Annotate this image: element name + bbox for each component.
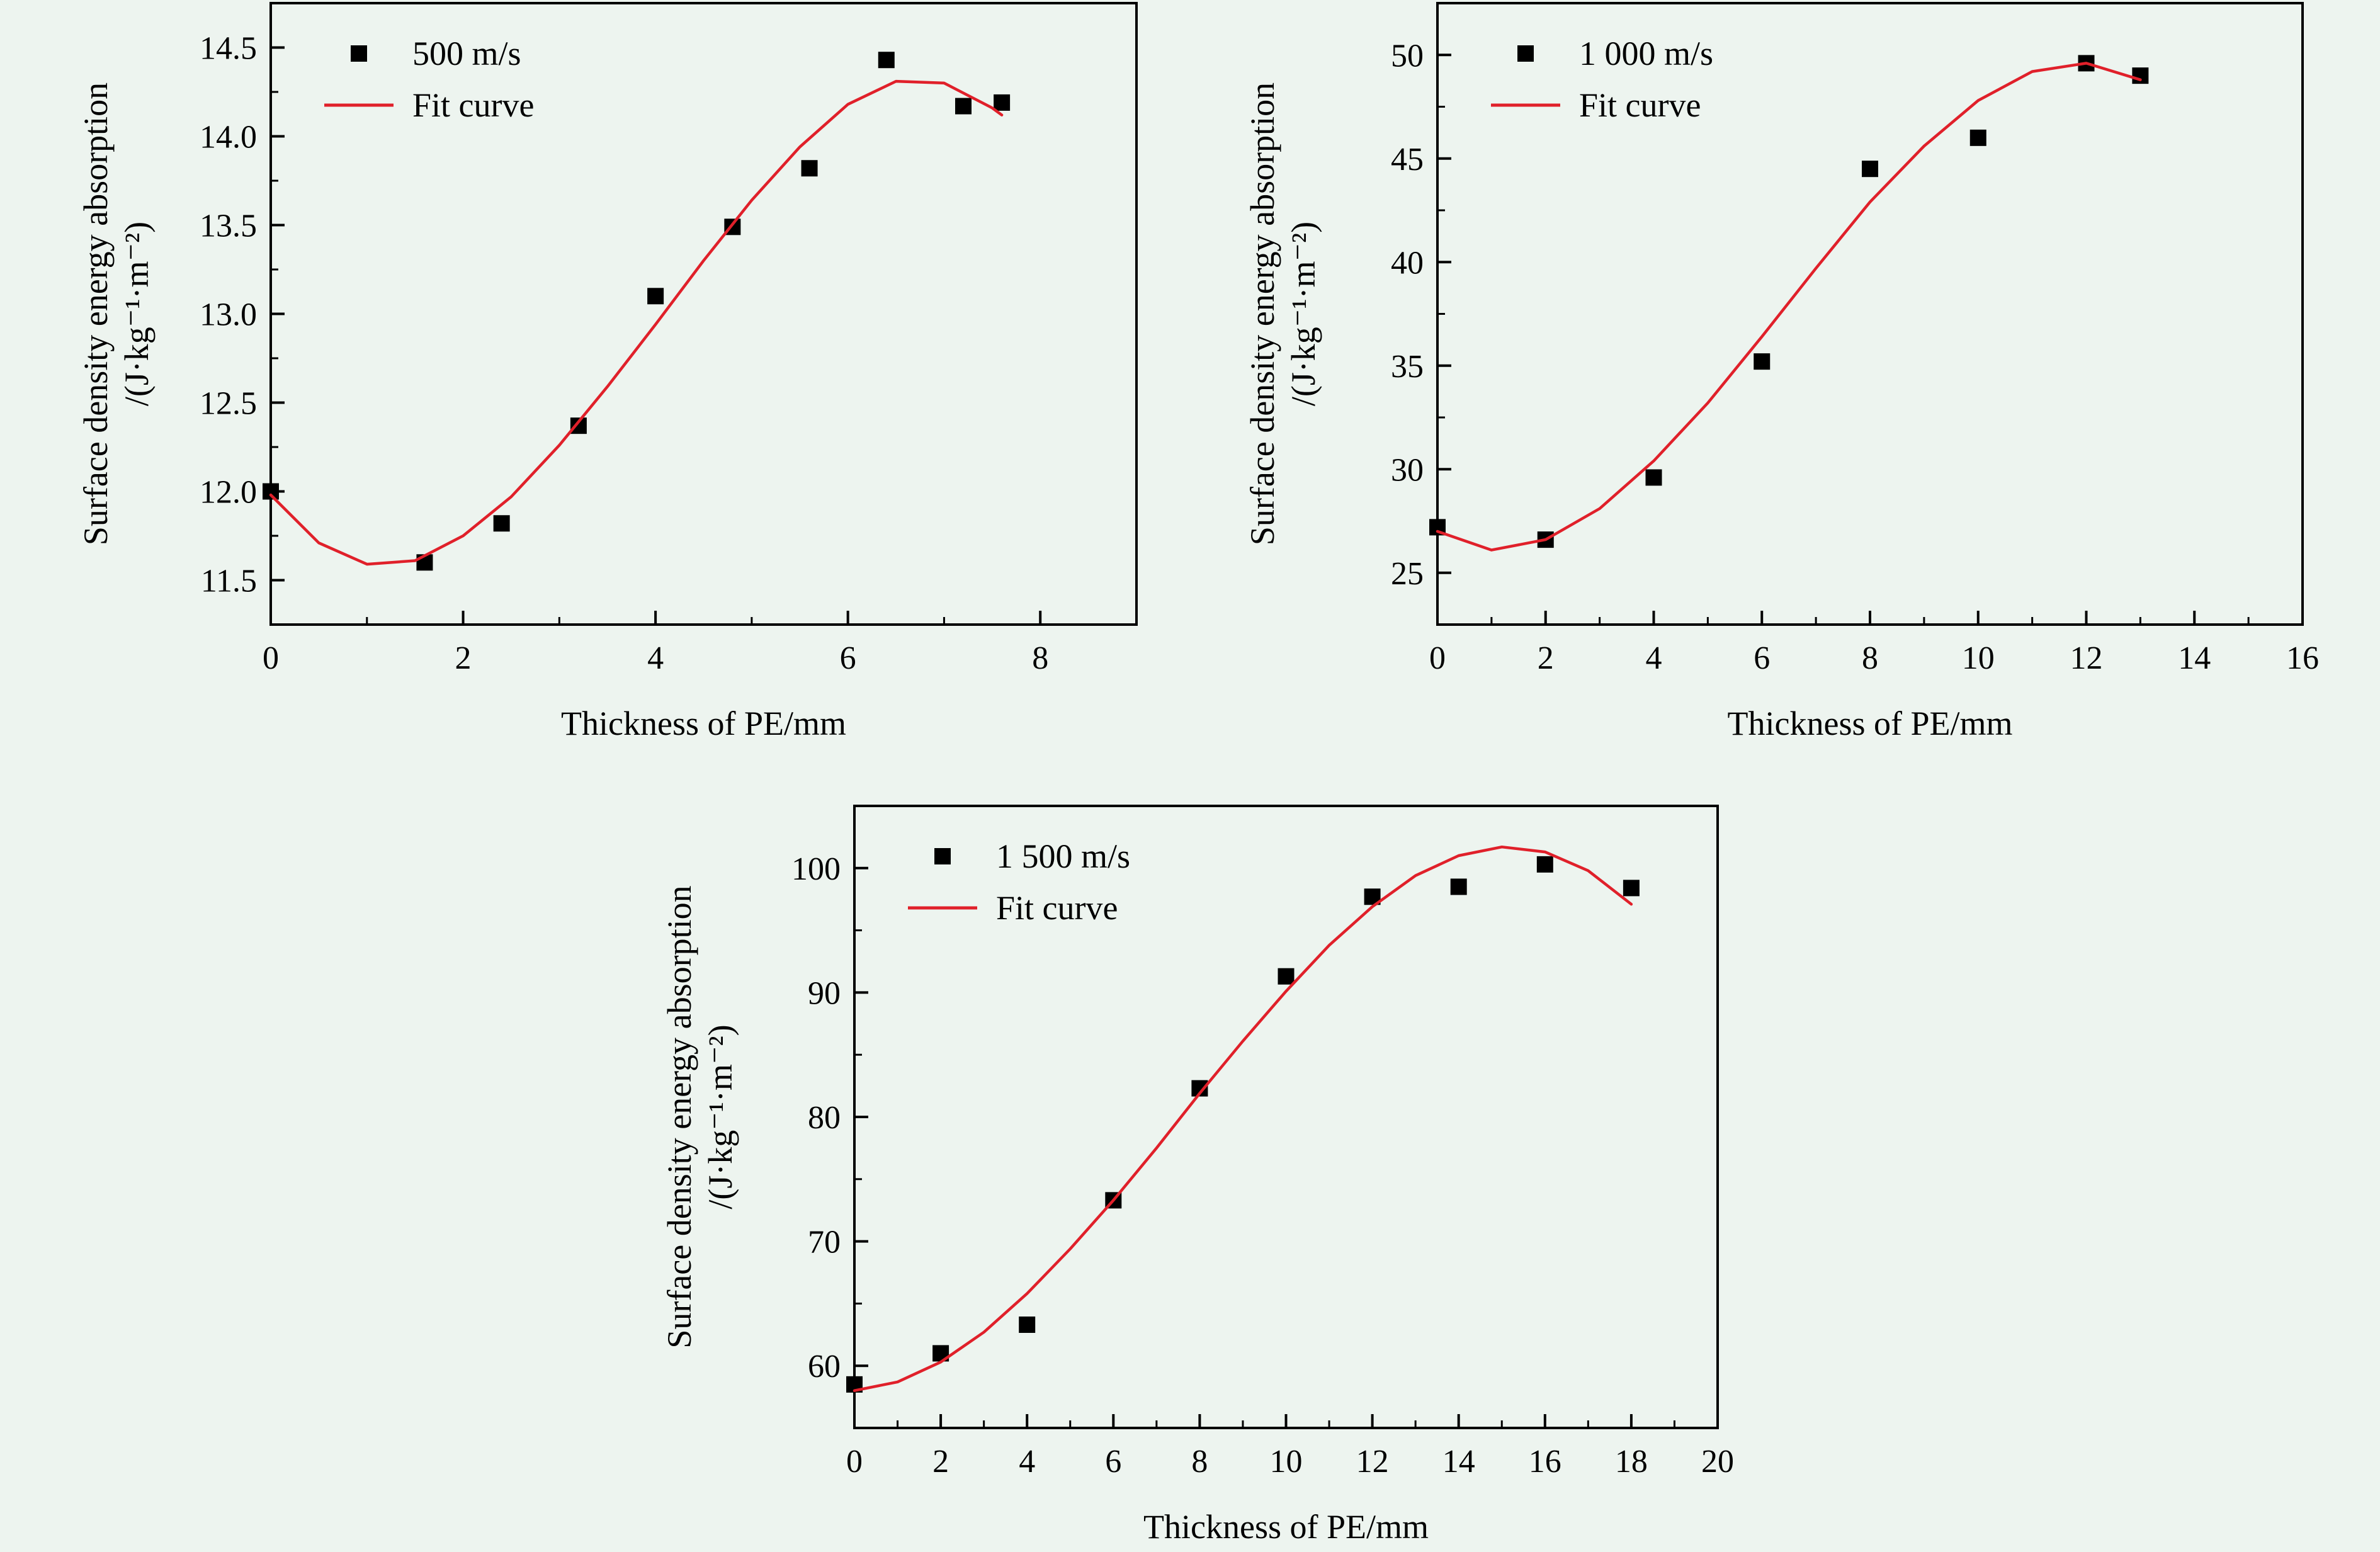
- x-tick-label: 0: [1429, 640, 1446, 676]
- chart-panel-1: 0 2 4 6 8 11.5 12.0 12.5 13.0 13.5 14.0 14.5 Thickne…: [77, 2, 1138, 742]
- y-axis-unit: /(J·kg⁻¹·m⁻²): [1284, 222, 1322, 406]
- x-tick-label: 4: [1019, 1444, 1035, 1480]
- y-tick-label: 13.0: [200, 297, 257, 333]
- data-point: [1019, 1316, 1036, 1333]
- fit-curve-line: [853, 845, 1633, 1392]
- x-axis-title: Thickness of PE/mm: [561, 705, 846, 742]
- x-tick-label: 6: [1754, 640, 1770, 676]
- y-tick-label: 13.5: [200, 208, 257, 244]
- data-point: [263, 483, 279, 500]
- legend-label: 1 500 m/s: [996, 837, 1130, 875]
- y-tick-label: 60: [808, 1349, 841, 1385]
- legend-label: 1 000 m/s: [1579, 35, 1713, 72]
- y-tick-label: 12.5: [200, 386, 257, 422]
- x-tick-label: 16: [1529, 1444, 1561, 1480]
- x-tick-label: 0: [263, 640, 279, 676]
- x-tick-label: 2: [1538, 640, 1554, 676]
- y-tick-label: 80: [808, 1100, 841, 1136]
- legend-marker-swatch: [351, 45, 367, 62]
- data-point: [801, 160, 818, 177]
- x-tick-label: 4: [1646, 640, 1662, 676]
- y-tick-label: 50: [1391, 38, 1424, 74]
- y-axis-unit: /(J·kg⁻¹·m⁻²): [701, 1024, 739, 1209]
- data-point: [1754, 353, 1771, 370]
- y-axis-title: Surface density energy absorption: [77, 82, 115, 545]
- data-point: [1536, 856, 1553, 873]
- y-axis-title: Surface density energy absorption: [1244, 82, 1281, 545]
- x-tick-label: 14: [1442, 1444, 1475, 1480]
- legend: 1 000 m/s Fit curve: [1491, 35, 1713, 124]
- x-tick-label: 18: [1615, 1444, 1648, 1480]
- y-tick-label: 30: [1391, 452, 1424, 488]
- x-tick-label: 10: [1270, 1444, 1303, 1480]
- data-point: [878, 52, 895, 69]
- y-tick-label: 25: [1391, 556, 1424, 592]
- x-tick-label: 6: [1105, 1444, 1121, 1480]
- x-tick-label: 20: [1701, 1444, 1734, 1480]
- legend: 500 m/s Fit curve: [324, 35, 534, 124]
- y-tick-label: 11.5: [201, 564, 257, 599]
- data-point: [647, 288, 664, 305]
- data-point: [955, 98, 972, 115]
- y-tick-label: 100: [791, 851, 841, 887]
- chart-panel-3: 0 2 4 6 8 10 12 14 16 18 20 60 70 80 90 100 Thickness of…: [660, 805, 1734, 1546]
- y-tick-label: 40: [1391, 245, 1424, 281]
- x-tick-label: 2: [932, 1444, 949, 1480]
- legend-label: Fit curve: [412, 86, 534, 124]
- data-point: [1623, 880, 1640, 897]
- y-axis-unit: /(J·kg⁻¹·m⁻²): [118, 222, 156, 406]
- x-tick-label: 16: [2286, 640, 2319, 676]
- y-tick-label: 14.5: [200, 31, 257, 67]
- x-tick-label: 12: [1356, 1444, 1389, 1480]
- legend: 1 500 m/s Fit curve: [908, 837, 1130, 927]
- y-tick-label: 45: [1391, 142, 1424, 178]
- data-point: [1969, 129, 1986, 146]
- data-point: [1278, 968, 1295, 985]
- chart-panel-2: 0 2 4 6 8 10 12 14 16 25 30 35 40 45 50 Thickness of PE…: [1244, 2, 2319, 742]
- y-tick-label: 12.0: [200, 475, 257, 511]
- y-tick-label: 35: [1391, 349, 1424, 385]
- x-tick-label: 8: [1032, 640, 1048, 676]
- x-tick-label: 4: [647, 640, 664, 676]
- fit-curve-line: [1436, 62, 2142, 552]
- x-tick-label: 12: [2070, 640, 2103, 676]
- x-tick-label: 10: [1962, 640, 1995, 676]
- x-tick-label: 2: [455, 640, 472, 676]
- legend-label: Fit curve: [1579, 86, 1701, 124]
- x-tick-label: 8: [1862, 640, 1878, 676]
- x-axis-title: Thickness of PE/mm: [1143, 1508, 1429, 1546]
- y-tick-label: 14.0: [200, 120, 257, 156]
- x-tick-label: 6: [840, 640, 856, 676]
- x-tick-label: 8: [1191, 1444, 1208, 1480]
- fit-curve-line: [269, 79, 1004, 566]
- legend-label: 500 m/s: [412, 35, 521, 72]
- data-point: [1862, 161, 1878, 178]
- x-tick-label: 14: [2178, 640, 2211, 676]
- y-axis-title: Surface density energy absorption: [660, 885, 698, 1348]
- data-point: [994, 94, 1011, 111]
- chart-panels: 0 2 4 6 8 11.5 12.0 12.5 13.0 13.5 14.0 14.5 Thickne…: [77, 2, 2319, 1546]
- data-point: [1450, 878, 1467, 895]
- x-tick-label: 0: [846, 1444, 863, 1480]
- data-point: [1645, 469, 1662, 486]
- y-tick-label: 90: [808, 975, 841, 1011]
- y-tick-label: 70: [808, 1225, 841, 1260]
- legend-marker-swatch: [934, 848, 951, 864]
- legend-label: Fit curve: [996, 889, 1118, 927]
- data-point: [493, 515, 510, 532]
- data-point: [2132, 67, 2149, 84]
- x-axis-title: Thickness of PE/mm: [1728, 705, 2013, 742]
- legend-marker-swatch: [1517, 45, 1534, 62]
